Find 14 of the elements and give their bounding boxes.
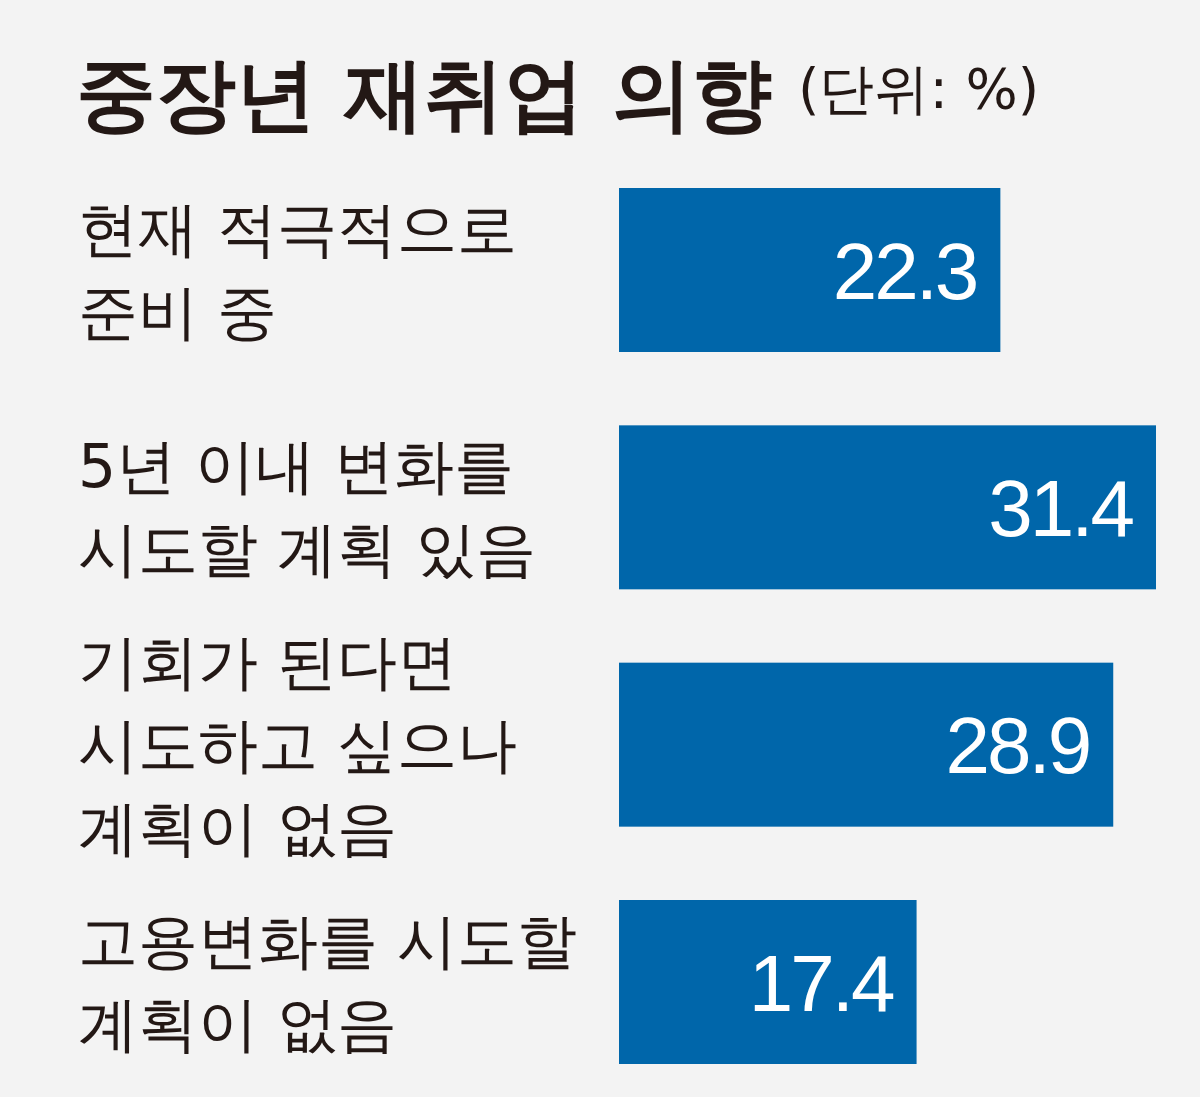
- bar: [619, 188, 1001, 352]
- data-label: 22.3: [832, 226, 977, 316]
- chart-subtitle: (단위: %): [798, 57, 1040, 121]
- data-label: 31.4: [988, 464, 1134, 554]
- data-label: 17.4: [748, 938, 895, 1028]
- y-tick-label: 현재 적극적으로 준비 중: [78, 194, 518, 348]
- y-tick-label: 고용변화를 시도할 계획이 없음: [78, 906, 578, 1060]
- chart-title: 중장년 재취업 의향: [76, 48, 772, 141]
- data-label: 28.9: [945, 701, 1090, 791]
- bar: [619, 662, 1114, 827]
- bar: [619, 900, 917, 1064]
- bar: [619, 425, 1156, 590]
- y-tick-label: 기회가 된다면 시도하고 싶으나 계획이 없음: [78, 627, 518, 864]
- y-tick-label: 5년 이내 변화를 시도할 계획 있음: [78, 431, 537, 585]
